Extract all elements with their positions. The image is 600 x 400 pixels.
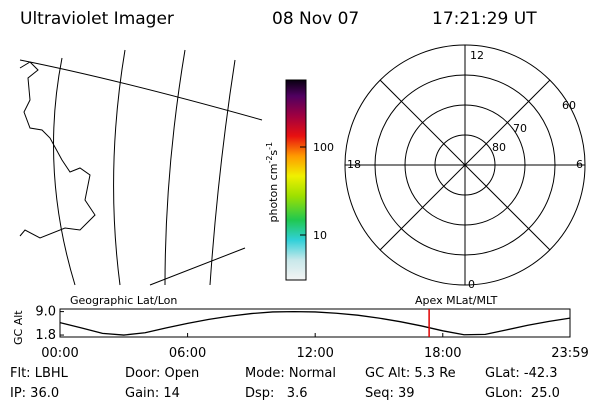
unit-exp: -2 <box>265 156 274 164</box>
info-field: Door: Open <box>125 366 199 381</box>
colorbar-label: photon cm-2s-1 <box>262 131 280 240</box>
x-tick-label: 00:00 <box>41 346 78 361</box>
mlt-label: 6 <box>576 158 583 171</box>
colorbar <box>285 79 307 281</box>
info-field: GLat: -42.3 <box>485 366 558 381</box>
info-field: Mode: Normal <box>245 366 336 381</box>
mlat-label: 70 <box>513 122 527 135</box>
info-field: GC Alt: 5.3 Re <box>365 366 456 381</box>
info-field: Seq: 39 <box>365 386 415 400</box>
y-axis-label: GC Alt <box>12 310 25 345</box>
info-panel: Flt: LBHL Door: Open Mode: Normal GC Alt: 5… <box>10 366 560 400</box>
time: 17:21:29 UT <box>432 9 537 29</box>
y-tick-label: 1.8 <box>35 328 56 343</box>
mlt-label: 12 <box>470 49 484 62</box>
unit-exp: -1 <box>265 142 274 150</box>
x-tick-label: 06:00 <box>169 346 206 361</box>
info-field: Dsp: 3.6 <box>245 386 308 400</box>
x-tick-label: 23:59 <box>551 346 588 361</box>
info-field: Gain: 14 <box>125 386 180 400</box>
info-field: IP: 36.0 <box>10 386 59 400</box>
track-label: Geographic Lat/Lon <box>70 294 177 307</box>
unit: s <box>267 150 280 156</box>
x-tick-label: 18:00 <box>424 346 461 361</box>
colorbar-tick-label: 10 <box>313 229 327 242</box>
track-label: Apex MLat/MLT <box>415 294 498 307</box>
info-field: GLon: 25.0 <box>485 386 560 400</box>
polar-grid <box>344 44 586 286</box>
mlat-label: 60 <box>562 99 576 112</box>
info-field: Flt: LBHL <box>10 366 69 381</box>
y-tick-label: 9.0 <box>35 305 56 320</box>
mlt-label: 0 <box>468 278 475 291</box>
x-tick-label: 12:00 <box>296 346 333 361</box>
mlat-label: 80 <box>492 141 506 154</box>
unit: photon cm <box>267 164 280 223</box>
title: Ultraviolet Imager <box>20 9 174 29</box>
date: 08 Nov 07 <box>272 9 359 29</box>
mlt-label: 18 <box>347 158 361 171</box>
map <box>19 49 263 286</box>
altitude-line <box>59 310 571 336</box>
colorbar-tick-label: 100 <box>313 141 334 154</box>
